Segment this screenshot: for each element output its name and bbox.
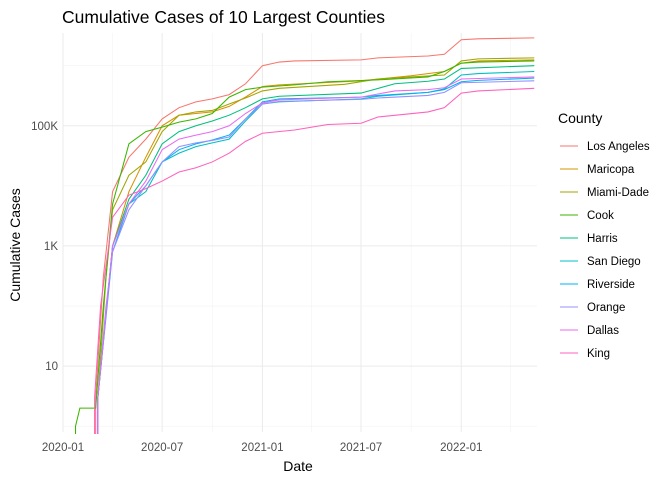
x-tick-labels: 2020-01 2020-07 2021-01 2021-07 2022-01 (42, 442, 482, 454)
legend-item: King (560, 348, 610, 360)
x-tick-label: 2022-01 (440, 442, 482, 454)
y-tick-label: 10 (45, 361, 58, 373)
series-line-orange (97, 80, 535, 434)
x-axis-title: Date (283, 458, 313, 474)
y-tick-labels: 10 1K 100K (31, 121, 58, 373)
x-tick-label: 2021-01 (241, 442, 283, 454)
legend-items: Los Angeles Maricopa Miami-Dade Cook Harris S… (560, 141, 650, 360)
series-line-san-diego (97, 70, 535, 434)
legend-item: Orange (560, 302, 625, 314)
y-tick-label: 1K (44, 241, 58, 253)
grid-lines (62, 33, 537, 432)
legend: County Los Angeles Maricopa Miami-Dade Cook… (558, 110, 650, 360)
legend-label: Miami-Dade (587, 187, 649, 199)
series-lines (75, 37, 535, 434)
legend-label: Riverside (587, 279, 635, 291)
chart-title: Cumulative Cases of 10 Largest Counties (62, 7, 385, 27)
legend-item: Maricopa (560, 164, 635, 176)
series-line-riverside (97, 77, 535, 434)
legend-label: Cook (587, 210, 614, 222)
series-line-maricopa (97, 59, 535, 434)
legend-item: Dallas (560, 325, 619, 337)
legend-label: San Diego (587, 256, 641, 268)
legend-label: Los Angeles (587, 141, 650, 153)
x-tick-label: 2021-07 (340, 442, 382, 454)
y-tick-label: 100K (31, 121, 58, 133)
legend-item: Harris (560, 233, 618, 245)
series-line-king (94, 87, 535, 434)
y-axis-title: Cumulative Cases (7, 188, 23, 302)
legend-item: Cook (560, 210, 614, 222)
series-line-los-angeles (95, 37, 535, 434)
series-line-cook (75, 60, 535, 434)
legend-label: Maricopa (587, 164, 635, 176)
legend-title: County (558, 110, 602, 126)
legend-label: King (587, 348, 610, 360)
legend-item: Miami-Dade (560, 187, 649, 199)
legend-item: San Diego (560, 256, 641, 268)
legend-label: Dallas (587, 325, 619, 337)
series-line-harris (97, 65, 535, 434)
legend-item: Los Angeles (560, 141, 650, 153)
legend-label: Harris (587, 233, 618, 245)
x-tick-label: 2020-07 (141, 442, 183, 454)
legend-item: Riverside (560, 279, 635, 291)
legend-label: Orange (587, 302, 625, 314)
series-line-dallas (97, 76, 535, 434)
x-tick-label: 2020-01 (42, 442, 84, 454)
